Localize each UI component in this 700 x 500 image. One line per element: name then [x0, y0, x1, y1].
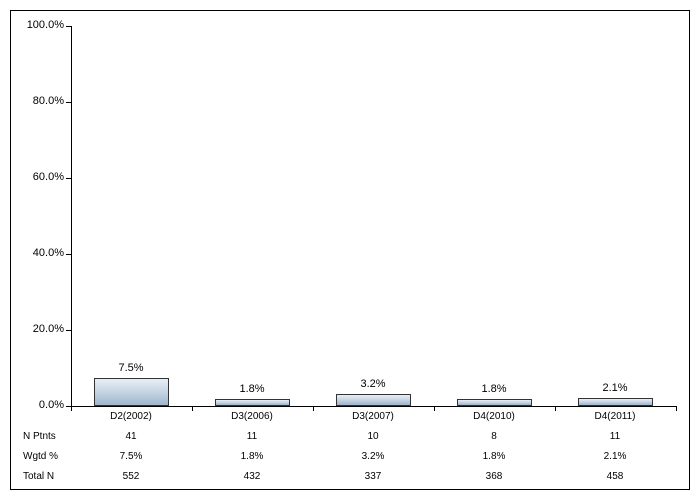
- x-category-label: D3(2007): [352, 411, 394, 422]
- table-cell: 7.5%: [120, 451, 143, 462]
- plot-area: [71, 26, 676, 406]
- chart-frame: 0.0% 20.0% 40.0% 60.0% 80.0% 100.0% 7.5% D2(200…: [10, 10, 690, 490]
- table-cell: 368: [486, 471, 503, 482]
- y-tick: [66, 26, 71, 27]
- y-tick-label: 40.0%: [14, 247, 64, 259]
- y-tick-label: 100.0%: [14, 19, 64, 31]
- x-tick: [555, 406, 556, 411]
- table-cell: 1.8%: [241, 451, 264, 462]
- x-tick: [192, 406, 193, 411]
- table-cell: 2.1%: [604, 451, 627, 462]
- table-cell: 432: [244, 471, 261, 482]
- bar-value-label: 2.1%: [602, 382, 627, 394]
- y-tick: [66, 254, 71, 255]
- bar-value-label: 3.2%: [360, 378, 385, 390]
- y-tick: [66, 330, 71, 331]
- bar: [215, 399, 290, 406]
- x-tick: [71, 406, 72, 411]
- bar-value-label: 7.5%: [118, 362, 143, 374]
- bar-value-label: 1.8%: [481, 383, 506, 395]
- table-cell: 458: [607, 471, 624, 482]
- x-tick: [313, 406, 314, 411]
- bar: [336, 394, 411, 406]
- y-tick-label: 80.0%: [14, 95, 64, 107]
- y-tick-label: 60.0%: [14, 171, 64, 183]
- y-tick: [66, 102, 71, 103]
- table-cell: 337: [365, 471, 382, 482]
- table-row-label: N Ptnts: [23, 431, 56, 442]
- bar-value-label: 1.8%: [239, 383, 264, 395]
- bar: [578, 398, 653, 406]
- x-axis: [71, 406, 676, 407]
- bar: [94, 378, 169, 407]
- table-cell: 11: [610, 431, 620, 442]
- table-row-label: Wgtd %: [23, 451, 58, 462]
- x-category-label: D4(2011): [595, 411, 636, 422]
- table-cell: 8: [491, 431, 497, 442]
- x-category-label: D2(2002): [110, 411, 152, 422]
- y-tick-label: 0.0%: [14, 399, 64, 411]
- y-tick-label: 20.0%: [14, 323, 64, 335]
- y-tick: [66, 178, 71, 179]
- x-category-label: D3(2006): [231, 411, 273, 422]
- x-tick: [676, 406, 677, 411]
- table-cell: 10: [367, 431, 378, 442]
- table-cell: 1.8%: [483, 451, 506, 462]
- table-cell: 552: [123, 471, 140, 482]
- table-cell: 11: [247, 431, 257, 442]
- table-cell: 41: [125, 431, 136, 442]
- table-cell: 3.2%: [362, 451, 385, 462]
- x-tick: [434, 406, 435, 411]
- bar: [457, 399, 532, 406]
- table-row-label: Total N: [23, 471, 54, 482]
- x-category-label: D4(2010): [473, 411, 515, 422]
